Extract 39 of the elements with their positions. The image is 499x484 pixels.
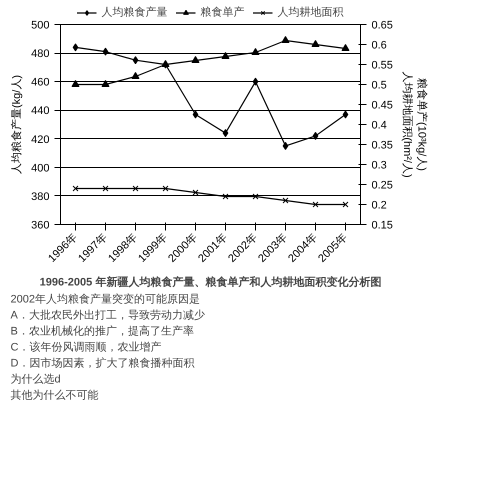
point [282, 198, 288, 204]
y2-tick-label: 0.25 [372, 180, 393, 192]
text: D．因市场因素，扩大了粮食播种面积 [10, 356, 194, 370]
y2-tick-label: 0.65 [372, 20, 393, 32]
y-tick-label: 480 [31, 48, 50, 60]
text: 为什么选d [10, 372, 61, 386]
text: 1996-2005 年新疆人均粮食产量、粮食单产和人均耕地面积变化分析图 [40, 276, 382, 288]
y-tick-label: 360 [31, 220, 50, 232]
y-tick-label: 400 [31, 162, 50, 174]
y2-tick-label: 0.55 [372, 60, 393, 72]
y-tick-label: 500 [31, 20, 50, 32]
text: C．该年份风调雨顺，农业增产 [10, 340, 162, 354]
y2-tick-label: 0.15 [372, 220, 393, 232]
text: 2002年人均粮食产量突变的可能原因是 [10, 292, 200, 306]
text: A．大批农民外出打工，导致劳动力减少 [10, 308, 205, 322]
y2-axis-title: 粮食单产(10³kg/人) 人均耕地面积(hm²/人) [400, 71, 428, 178]
y2-tick-label: 0.4 [372, 120, 387, 132]
y-tick-label: 440 [31, 105, 50, 118]
text: 其他为什么不可能 [10, 388, 98, 402]
legend-label: 粮食单产 [200, 5, 244, 20]
y-tick-label: 420 [31, 134, 50, 146]
point [342, 44, 350, 52]
point [312, 40, 320, 48]
point [312, 202, 318, 208]
y2-tick-label: 0.45 [372, 100, 393, 112]
y-tick-label: 380 [31, 190, 50, 203]
y2-tick-label: 0.5 [372, 80, 387, 92]
y2-tick-label: 0.3 [372, 160, 387, 172]
y2-tick-label: 0.35 [372, 140, 393, 152]
y-axis-title: 人均粮食产量(kg/人) [10, 75, 24, 174]
legend-label: 人均耕地面积 [278, 6, 344, 20]
y-tick-label: 460 [31, 76, 50, 89]
point [342, 202, 348, 208]
point [72, 43, 78, 52]
legend-label: 人均粮食产量 [102, 5, 168, 20]
y2-tick-label: 0.6 [372, 40, 387, 52]
text: B．农业机械化的推广，提高了生产率 [10, 324, 194, 338]
point [282, 36, 290, 44]
y2-tick-label: 0.2 [372, 200, 387, 212]
